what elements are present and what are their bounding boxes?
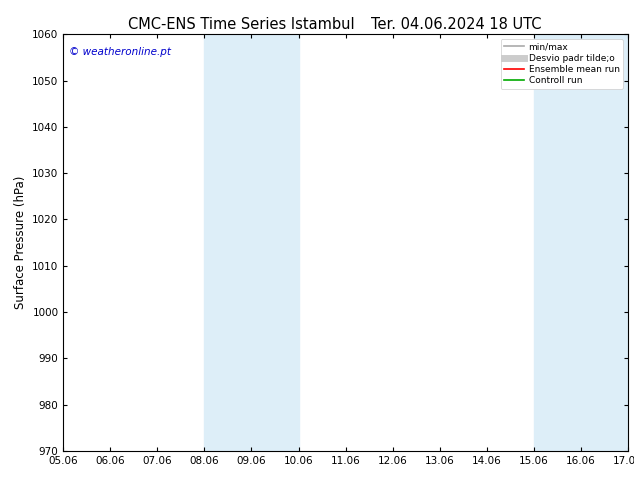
Bar — [204, 34, 299, 451]
Text: Ter. 04.06.2024 18 UTC: Ter. 04.06.2024 18 UTC — [372, 17, 541, 32]
Text: © weatheronline.pt: © weatheronline.pt — [69, 47, 171, 57]
Y-axis label: Surface Pressure (hPa): Surface Pressure (hPa) — [14, 176, 27, 309]
Bar — [534, 34, 628, 451]
Legend: min/max, Desvio padr tilde;o, Ensemble mean run, Controll run: min/max, Desvio padr tilde;o, Ensemble m… — [501, 39, 623, 89]
Text: CMC-ENS Time Series Istambul: CMC-ENS Time Series Istambul — [127, 17, 354, 32]
